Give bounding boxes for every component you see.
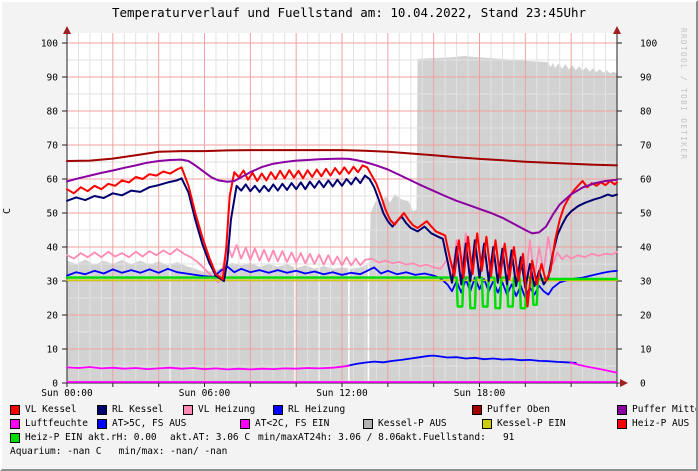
y-tick-label-left: 40 [47,243,59,254]
area-gap [367,264,370,383]
legend-label: Puffer Mitte [632,404,698,415]
legend-swatch [183,404,193,415]
legend-label: RL Kessel [112,404,164,415]
legend-swatch [482,418,492,429]
legend-item-rl-kessel: RL Kessel [97,404,163,415]
legend-item-heiz-p-aus: Heiz-P AUS [617,418,689,429]
y-tick-label-left: 100 [41,39,58,50]
y-tick-label-left: 0 [52,379,58,390]
y-tick-label-right: 70 [640,141,652,152]
legend-item-puffer-mitte: Puffer Mitte [617,404,698,415]
legend-item-rl-heizung: RL Heizung [273,404,345,415]
y-tick-label-right: 60 [640,175,652,186]
legend-swatch [240,418,250,429]
series-at-5c-fs-aus [345,354,577,367]
legend-swatch [273,404,283,415]
legend-label: Heiz-P AUS [632,418,690,429]
x-tick-label: Sun 00:00 [41,388,93,399]
graph-title: Temperaturverlauf und Fuellstand am: 10.… [111,5,587,20]
legend-label: Kessel-P EIN [497,418,566,429]
legend-item-kessel-p-ein: Kessel-P EIN [482,418,566,429]
legend-label: min/maxAT24h: 3.06 / 8.06 [258,432,401,443]
y-tick-label-left: 60 [47,175,59,186]
legend-swatch [617,418,627,429]
legend-label: akt.Fuellstand: 91 [400,432,515,443]
legend-swatch [10,404,20,415]
area-gap [294,264,296,383]
legend-item-min-maxat24h-3-06-8-06: min/maxAT24h: 3.06 / 8.06 [258,432,401,443]
y-tick-label-left: 20 [47,311,59,322]
legend-label: Luftfeuchte [25,418,88,429]
x-tick-label: Sun 12:00 [316,388,368,399]
y-axis-arrow-left [63,26,71,34]
legend-label: AT<2C, FS EIN [255,418,330,429]
series-vl-kessel [66,164,618,308]
legend-item-vl-heizung: VL Heizung [183,404,255,415]
y-tick-label-left: 50 [47,209,59,220]
legend-label: Puffer Oben [487,404,550,415]
legend-swatch [10,432,20,443]
legend-swatch [10,418,20,429]
legend-label: VL Kessel [25,404,77,415]
legend-label: akt.rH: 0.00 [88,432,157,443]
legend-item-aquarium-nan-c-min-max-nan-nan: Aquarium: -nan C min/max: -nan/ -nan [10,446,227,457]
y-tick-label-right: 90 [640,73,652,84]
series-vl-heizung [66,232,618,284]
legend-item-akt-rh-0-00: akt.rH: 0.00 [88,432,157,443]
legend-item-luftfeuchte: Luftfeuchte [10,418,88,429]
y-tick-label-right: 80 [640,107,652,118]
y-tick-label-left: 30 [47,277,59,288]
y-tick-label-right: 40 [640,243,652,254]
legend-label: Kessel-P AUS [378,418,447,429]
legend-swatch [97,418,107,429]
x-tick-label: Sun 18:00 [454,388,506,399]
legend-item-at-2c-fs-ein: AT<2C, FS EIN [240,418,329,429]
series-puffer-mitte [66,157,618,235]
y-axis-arrow-right [613,26,621,34]
y-tick-label-right: 100 [640,39,657,50]
legend-swatch [472,404,482,415]
series-rl-kessel [66,174,618,289]
legend-label: VL Heizung [198,404,256,415]
legend-swatch [97,404,107,415]
legend-item-heiz-p-ein: Heiz-P EIN [10,432,82,443]
rrdtool-watermark: RRDTOOL / TOBI OETIKER [679,28,688,161]
series-at-2c-fs-ein-abends- [570,361,618,374]
x-tick-label: Sun 06:00 [179,388,231,399]
temperature-chart-svg: 0 0 10 10 20 20 30 30 40 40 50 50 60 60 70 70 80 80 90 90 10… [41,26,657,399]
x-axis-arrow [620,379,628,387]
legend-item-akt-fuellstand-91: akt.Fuellstand: 91 [400,432,514,443]
y-tick-label-left: 10 [47,345,59,356]
y-tick-label-left: 90 [47,73,59,84]
legend-label: Aquarium: -nan C min/max: -nan/ -nan [10,446,228,457]
y-tick-label-right: 20 [640,311,652,322]
legend-swatch [617,404,627,415]
legend-item-puffer-oben: Puffer Oben [472,404,550,415]
legend-item-akt-at-3-06-c: akt.AT: 3.06 C [170,432,250,443]
legend-item-at-5c-fs-aus: AT>5C, FS AUS [97,418,186,429]
legend-label: AT>5C, FS AUS [112,418,187,429]
y-tick-label-left: 70 [47,141,59,152]
series-puffer-oben [66,149,618,167]
area-gap [348,264,350,383]
legend-label: Heiz-P EIN [25,432,83,443]
y-tick-label-right: 30 [640,277,652,288]
y-tick-label-right: 10 [640,345,652,356]
y-tick-label-right: 50 [640,209,652,220]
legend-label: akt.AT: 3.06 C [170,432,251,443]
legend-label: RL Heizung [288,404,346,415]
legend-item-vl-kessel: VL Kessel [10,404,76,415]
legend-swatch [363,418,373,429]
series-at-2c-fs-ein-morgens- [66,364,350,371]
y-tick-label-right: 0 [640,379,646,390]
y-tick-label-left: 80 [47,107,59,118]
legend-item-kessel-p-aus: Kessel-P AUS [363,418,447,429]
